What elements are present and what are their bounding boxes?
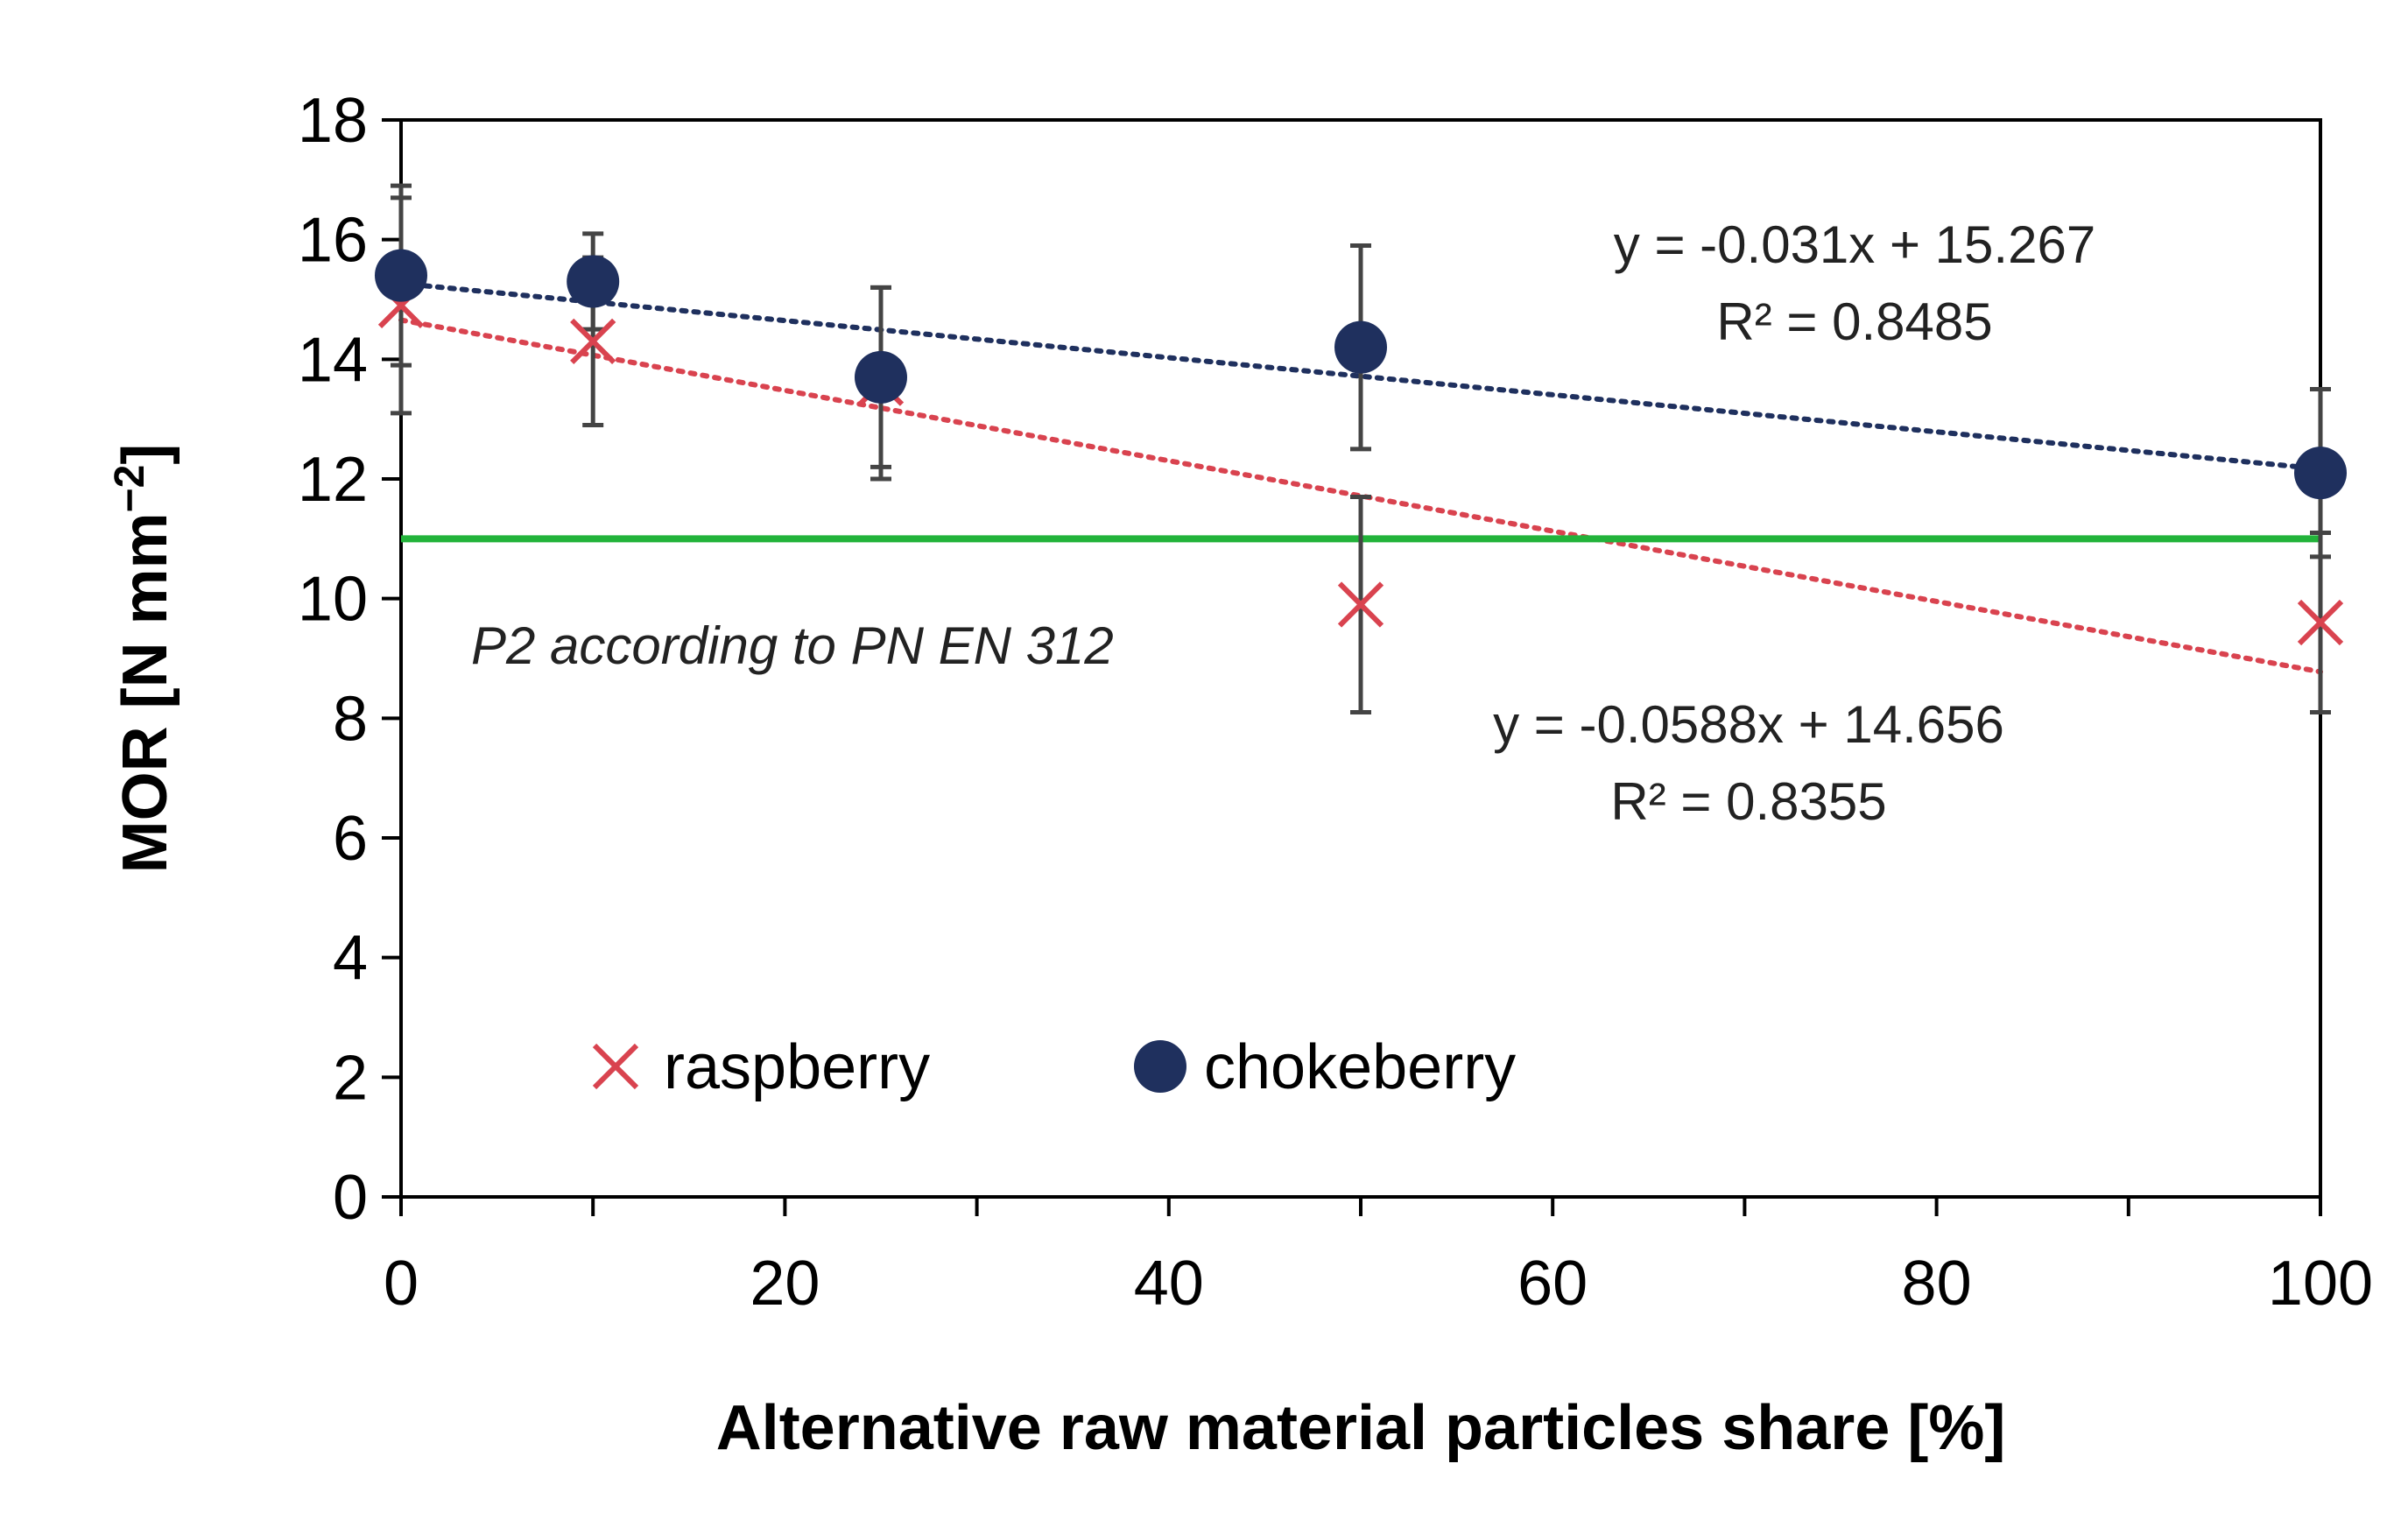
y-axis-title-main: MOR [N mm [110,512,180,873]
y-tick-label-16: 16 [298,206,368,276]
raspberry-point-10 [570,318,616,364]
y-tick-label-0: 0 [333,1163,368,1233]
y-tick-label-14: 14 [298,325,368,395]
chokeberry-point-50 [1334,320,1387,374]
axis-titles-group: Alternative raw material particles share… [107,444,2006,1463]
raspberry-r2: R² = 0.8355 [1610,772,1886,831]
x-tick-label-0: 0 [384,1249,419,1319]
legend-raspberry-marker [592,1043,639,1090]
y-tick-label-18: 18 [298,86,368,156]
legend-raspberry-marker-stroke-b [592,1043,639,1090]
legend-chokeberry-marker [1134,1040,1186,1093]
chokeberry-point-0 [375,249,427,302]
trendlines-group [398,280,2323,675]
x-tick-label-100: 100 [2268,1249,2373,1319]
legend-item-chokeberry: chokeberry [1134,1032,1516,1102]
raspberry-trendline [398,317,2323,675]
legend-chokeberry-label: chokeberry [1204,1032,1516,1102]
chokeberry-trendline [398,280,2323,472]
y-axis-title-end: ] [110,444,180,465]
chokeberry-equation: y = -0.031x + 15.267 [1614,215,2095,274]
y-axis-title: MOR [N mm−2] [107,444,181,874]
raspberry-equation: y = -0.0588x + 14.656 [1493,695,2004,754]
raspberry-point-10-stroke-b [570,318,616,364]
x-tick-label-60: 60 [1517,1249,1588,1319]
y-tick-label-10: 10 [298,565,368,635]
raspberry-point-100 [2297,599,2344,646]
y-tick-label-4: 4 [333,924,368,994]
x-axis-title: Alternative raw material particles share… [716,1393,2006,1463]
y-axis-title-superscript: −2 [107,465,153,513]
chokeberry-point-25 [855,350,907,404]
x-tick-label-20: 20 [750,1249,820,1319]
legend-item-raspberry: raspberry [592,1032,930,1102]
axes-group: 0 2 4 6 8 10 12 14 16 18 0 20 40 60 80 100 [298,86,2373,1319]
y-tick-label-12: 12 [298,445,368,515]
raspberry-point-50-stroke-b [1337,581,1384,628]
reference-line-label: P2 according to PN EN 312 [471,616,1114,675]
legend: raspberry chokeberry [592,1032,1516,1102]
legend-raspberry-label: raspberry [664,1032,930,1102]
annotations-group: y = -0.031x + 15.267 R² = 0.8485 y = -0.05… [471,215,2095,831]
markers-group [375,249,2347,646]
raspberry-point-50 [1337,581,1384,628]
x-tick-label-40: 40 [1134,1249,1204,1319]
x-tick-label-80: 80 [1902,1249,1972,1319]
chokeberry-point-100 [2294,447,2347,500]
raspberry-point-100-stroke-b [2297,599,2344,646]
chokeberry-r2: R² = 0.8485 [1716,292,1992,351]
y-tick-label-8: 8 [333,684,368,754]
y-tick-label-2: 2 [333,1043,368,1113]
y-tick-label-6: 6 [333,804,368,874]
chokeberry-point-10 [567,255,620,308]
